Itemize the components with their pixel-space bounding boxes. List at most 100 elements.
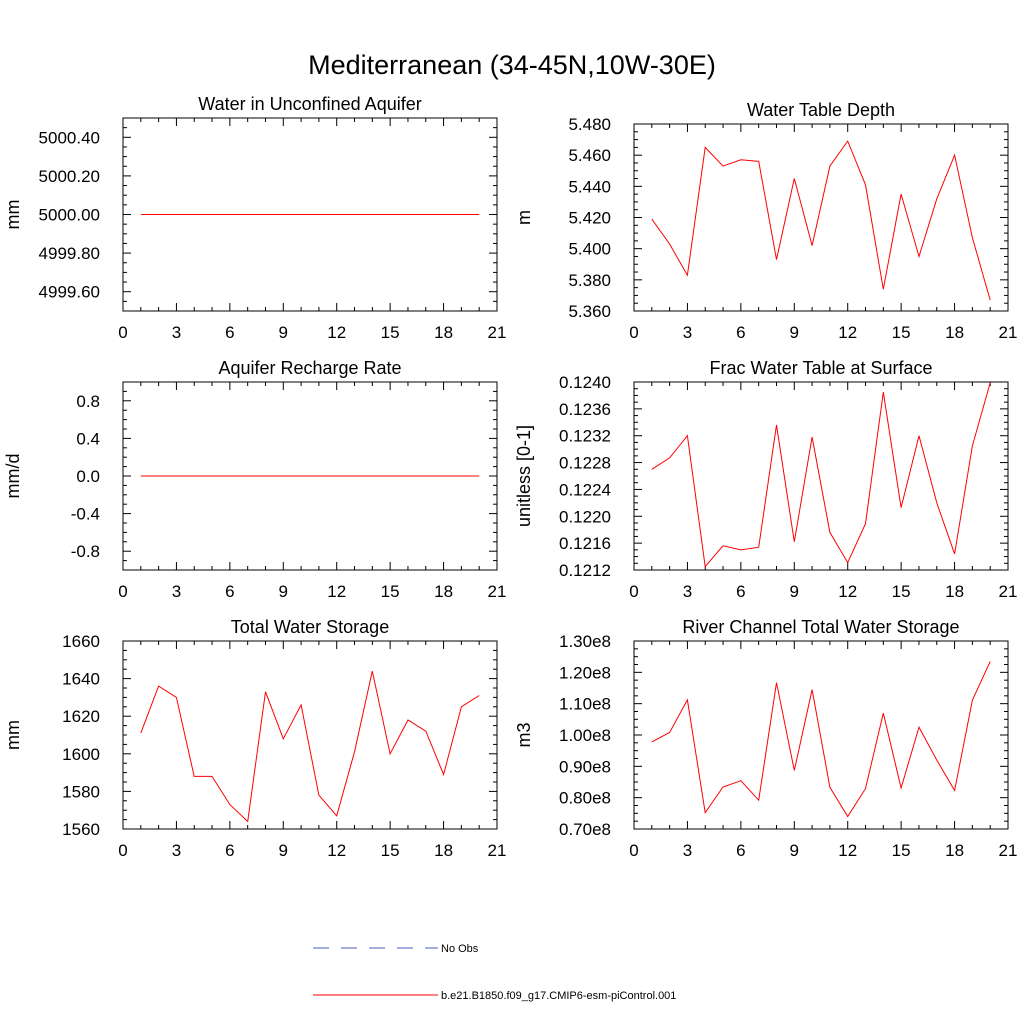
y-tick-label: 5.420 [568,209,611,228]
y-tick-label: 1580 [62,782,100,801]
series-line [651,140,991,301]
series-line [651,382,991,568]
y-axis-label: mm [3,200,23,230]
y-tick-label: 4999.60 [39,283,100,302]
x-tick-label: 3 [172,582,181,601]
x-tick-label: 3 [172,841,181,860]
x-tick-label: 0 [629,323,638,342]
y-tick-label: 5.400 [568,240,611,259]
y-tick-label: 0.4 [76,429,100,448]
y-axis-label: m3 [514,722,534,747]
x-tick-label: 9 [279,841,288,860]
plot-frame [633,123,1009,312]
plot-frame [633,381,1009,571]
y-tick-label: 1660 [62,632,100,651]
x-tick-label: 3 [683,323,692,342]
x-tick-label: 15 [892,323,911,342]
y-tick-label: -0.4 [71,505,100,524]
x-tick-label: 18 [434,323,453,342]
y-tick-label: 5000.20 [39,167,100,186]
x-tick-label: 3 [172,323,181,342]
panel-title: River Channel Total Water Storage [682,617,959,637]
y-tick-label: 5.380 [568,271,611,290]
y-tick-label: 0.80e8 [559,789,611,808]
y-axis-label: unitless [0-1] [514,425,534,527]
panels: Water in Unconfined Aquifer 0 3 6 9 12 15 18 21 4… [3,94,1017,860]
legend-label-model: b.e21.B1850.f09_g17.CMIP6-esm-piControl.… [441,990,676,1002]
y-tick-label: 5000.40 [39,128,100,147]
y-axis-label: m [514,210,534,225]
x-tick-label: 15 [381,841,400,860]
x-tick-label: 9 [790,841,799,860]
y-tick-label: 0.1232 [559,427,611,446]
x-tick-label: 12 [327,323,346,342]
chart-panel: Water Table Depth 0 3 6 9 12 15 18 21 5.360 5.380 5… [514,100,1017,342]
legend-label-no-obs: No Obs [441,943,479,955]
x-tick-label: 0 [629,582,638,601]
x-tick-label: 12 [327,582,346,601]
x-tick-label: 3 [683,582,692,601]
y-tick-label: 0.1228 [559,454,611,473]
y-axis-label: mm/d [3,454,23,499]
y-tick-label: 5.360 [568,302,611,321]
y-tick-label: 1560 [62,820,100,839]
x-tick-label: 6 [736,582,745,601]
x-tick-label: 15 [892,582,911,601]
x-tick-label: 18 [434,582,453,601]
panel-title: Water Table Depth [747,100,895,120]
y-axis-label: mm [3,720,23,750]
x-tick-label: 6 [225,582,234,601]
x-tick-label: 0 [118,323,127,342]
x-tick-label: 18 [945,582,964,601]
chart-panel: Water in Unconfined Aquifer 0 3 6 9 12 15 18 21 4… [3,94,506,342]
series-line [651,661,991,818]
y-tick-label: 1620 [62,707,100,726]
y-tick-label: 0.1224 [559,480,611,499]
x-tick-label: 6 [736,841,745,860]
plot-frame [122,640,498,830]
series-line [140,670,480,823]
x-tick-label: 18 [434,841,453,860]
x-tick-label: 18 [945,841,964,860]
y-tick-label: 4999.80 [39,244,100,263]
y-tick-label: 1640 [62,670,100,689]
y-tick-label: 0.1212 [559,561,611,580]
x-tick-label: 21 [488,323,507,342]
y-tick-label: 0.90e8 [559,757,611,776]
x-tick-label: 15 [381,323,400,342]
legend: No Obs b.e21.B1850.f09_g17.CMIP6-esm-piC… [313,943,676,1002]
x-tick-label: 0 [118,582,127,601]
x-tick-label: 12 [838,582,857,601]
x-tick-label: 21 [999,841,1018,860]
x-tick-label: 12 [327,841,346,860]
x-tick-label: 0 [118,841,127,860]
y-tick-label: 0.0 [76,467,100,486]
x-tick-label: 18 [945,323,964,342]
y-tick-label: 5.460 [568,146,611,165]
x-tick-label: 3 [683,841,692,860]
chart-panel: Aquifer Recharge Rate 0 3 6 9 12 15 18 21 -0.8 -0.… [3,358,506,601]
x-tick-label: 9 [279,323,288,342]
y-tick-label: 0.8 [76,392,100,411]
panel-title: Water in Unconfined Aquifer [198,94,421,114]
chart-panel: Total Water Storage 0 3 6 9 12 15 18 21 1560 1580 1… [3,617,506,860]
x-tick-label: 21 [488,582,507,601]
x-tick-label: 21 [488,841,507,860]
y-tick-label: 1.10e8 [559,695,611,714]
x-tick-label: 21 [999,323,1018,342]
figure-title: Mediterranean (34-45N,10W-30E) [308,50,716,80]
y-tick-label: 1.00e8 [559,726,611,745]
x-tick-label: 9 [279,582,288,601]
chart-panel: Frac Water Table at Surface 0 3 6 9 12 15 18 21 0… [514,358,1017,601]
x-tick-label: 21 [999,582,1018,601]
y-tick-label: 5.440 [568,177,611,196]
y-tick-label: 0.70e8 [559,820,611,839]
y-tick-label: 1.20e8 [559,663,611,682]
x-tick-label: 0 [629,841,638,860]
y-tick-label: 5000.00 [39,206,100,225]
x-tick-label: 15 [381,582,400,601]
x-tick-label: 6 [736,323,745,342]
x-tick-label: 12 [838,323,857,342]
y-tick-label: 5.480 [568,115,611,134]
